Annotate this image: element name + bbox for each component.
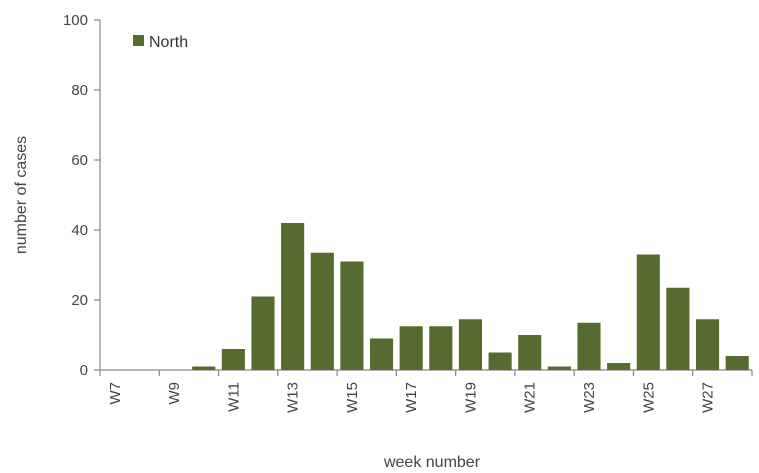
y-axis-title: number of cases xyxy=(13,136,30,254)
y-tick-label: 0 xyxy=(80,362,88,379)
bar-w23 xyxy=(577,322,601,370)
bar-w14 xyxy=(310,252,334,370)
x-tick-label: W25 xyxy=(640,382,657,413)
y-tick-label: 40 xyxy=(71,222,88,239)
bar-w28 xyxy=(725,356,749,370)
bar-w20 xyxy=(488,352,512,370)
bar-w12 xyxy=(251,296,275,370)
x-tick-label: W17 xyxy=(403,382,420,413)
legend-label-north: North xyxy=(149,34,188,51)
x-tick-label: W19 xyxy=(462,382,479,413)
x-tick-label: W23 xyxy=(581,382,598,413)
bar-w11 xyxy=(221,349,245,370)
bar-w15 xyxy=(340,261,364,370)
legend: North xyxy=(133,34,188,51)
bar-w24 xyxy=(607,363,631,370)
y-tick-label: 80 xyxy=(71,82,88,99)
bar-w22 xyxy=(547,366,571,370)
x-tick-label: W13 xyxy=(285,382,302,413)
bar-w17 xyxy=(399,326,423,370)
bar-w21 xyxy=(518,335,542,370)
legend-swatch-north xyxy=(133,35,144,46)
bar-w25 xyxy=(636,254,660,370)
x-axis-title: week number xyxy=(383,454,481,471)
x-axis: W7 W9 W11 W13 W15 W17 W19 W21 W23 W25 W27 xyxy=(99,369,753,413)
bar-w13 xyxy=(281,223,305,370)
x-tick-label: W9 xyxy=(166,382,183,405)
bar-w26 xyxy=(666,287,690,370)
bar-w27 xyxy=(695,319,720,370)
x-tick-label: W7 xyxy=(107,382,124,405)
x-tick-label: W15 xyxy=(344,382,361,413)
bar-w16 xyxy=(369,338,394,370)
bar-w19 xyxy=(458,319,483,370)
y-axis: 0 20 40 60 80 100 xyxy=(63,12,101,379)
bars xyxy=(192,223,749,370)
x-tick-label: W11 xyxy=(225,382,242,412)
x-tick-label: W21 xyxy=(522,382,539,413)
y-tick-label: 100 xyxy=(63,12,88,29)
y-tick-label: 20 xyxy=(71,292,88,309)
x-tick-label: W27 xyxy=(700,382,717,413)
y-tick-label: 60 xyxy=(71,152,88,169)
bar-w18 xyxy=(429,326,453,370)
bar-w10 xyxy=(192,366,216,370)
